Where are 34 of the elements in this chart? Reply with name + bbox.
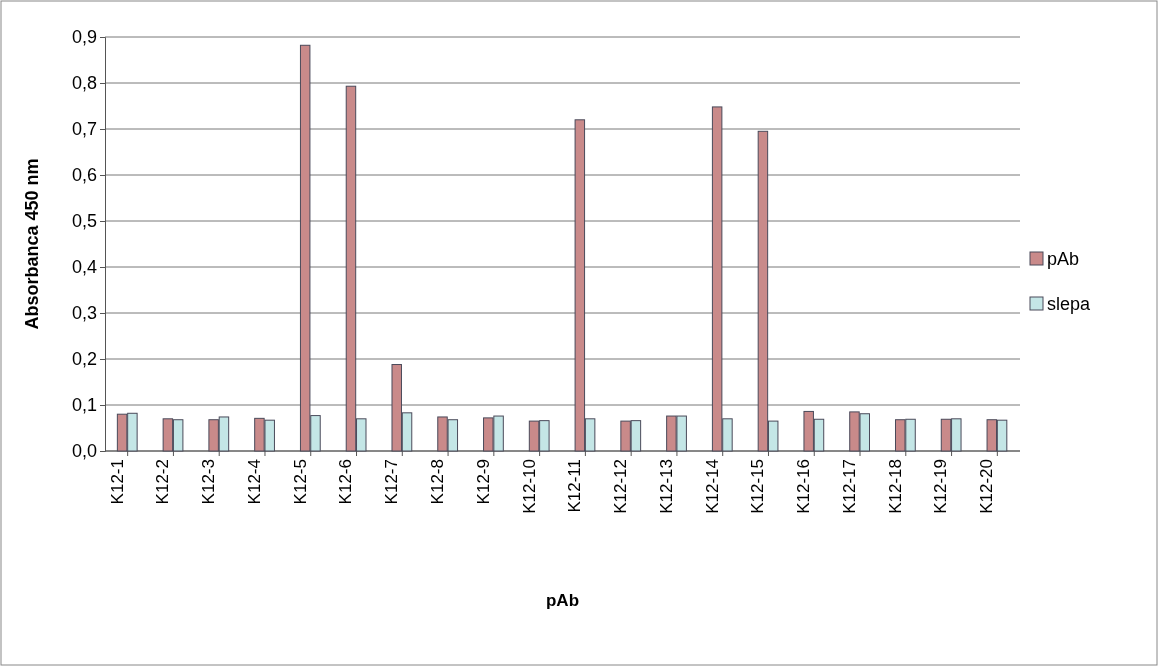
x-tick-label: K12-15	[748, 459, 768, 514]
x-tick-label: K12-11	[565, 459, 585, 513]
y-axis-title: Absorbanca 450 nm	[22, 158, 42, 330]
y-tick-label: 0,5	[71, 211, 97, 232]
x-tick-label: K12-14	[702, 459, 722, 514]
y-tick-label: 0,7	[71, 119, 97, 140]
y-tick-label: 0,0	[71, 441, 97, 462]
y-tick-label: 0,8	[71, 73, 97, 94]
x-tick-label: K12-5	[290, 459, 310, 505]
legend-label: slepa	[1047, 294, 1092, 314]
x-tick-label: K12-1	[107, 459, 127, 505]
y-tick-label: 0,2	[71, 349, 97, 370]
x-tick-label: K12-8	[427, 459, 447, 505]
x-tick-label: K12-4	[244, 459, 264, 505]
x-tick-label: K12-13	[656, 459, 676, 514]
y-tick-label: 0,1	[71, 395, 97, 416]
y-tick-label: 0,4	[71, 257, 97, 278]
x-tick-label: K12-10	[519, 459, 539, 514]
legend-label: pAb	[1047, 249, 1080, 269]
x-tick-label: K12-18	[885, 459, 905, 514]
y-tick-label: 0,6	[71, 165, 97, 186]
x-axis-title: pAb	[545, 591, 580, 610]
x-tick-label: K12-2	[153, 459, 173, 505]
x-tick-label: K12-20	[977, 459, 997, 514]
x-tick-label: K12-19	[931, 459, 951, 514]
x-tick-label: K12-7	[382, 459, 402, 505]
x-tick-label: K12-3	[199, 459, 219, 505]
y-tick-label: 0,3	[71, 303, 97, 324]
x-tick-label: K12-16	[794, 459, 814, 514]
y-tick-label: 0,9	[71, 27, 97, 48]
x-tick-label: K12-9	[473, 459, 493, 505]
x-tick-label: K12-17	[839, 459, 859, 514]
x-tick-label: K12-12	[611, 459, 631, 514]
x-tick-label: K12-6	[336, 459, 356, 505]
